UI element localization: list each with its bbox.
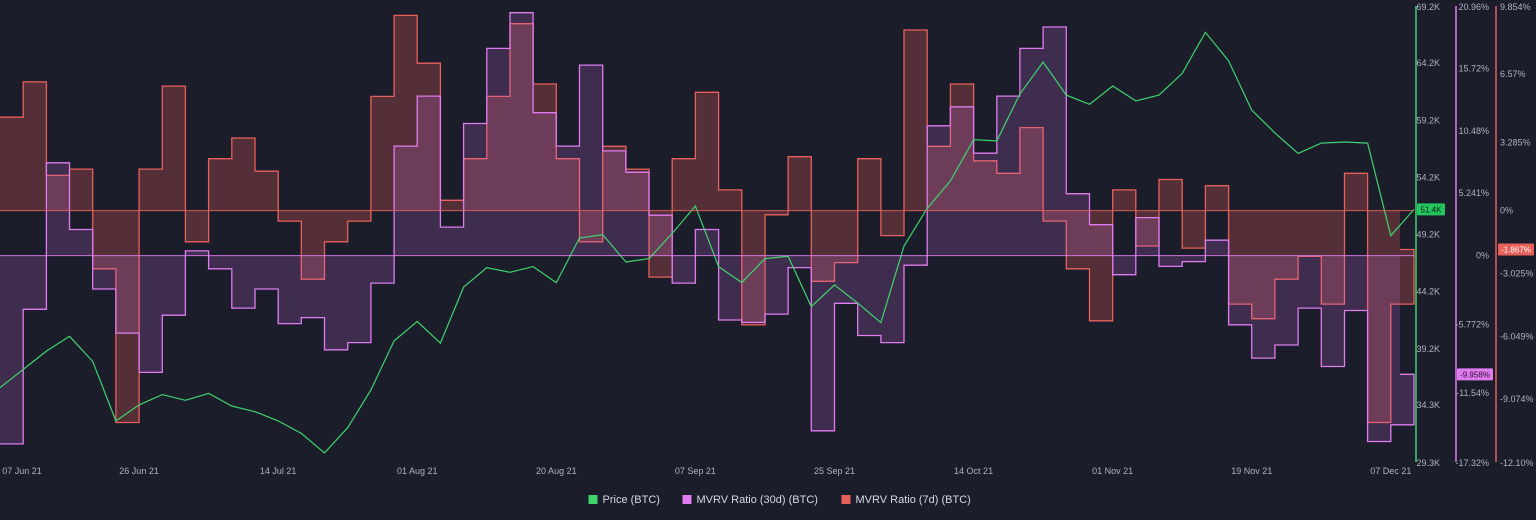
- legend: Price (BTC) MVRV Ratio (30d) (BTC) MVRV Ra…: [588, 494, 971, 506]
- mvrv30-current-label: -9.958%: [1460, 370, 1490, 379]
- mvrv30-tick-label: 5.241%: [1458, 188, 1489, 198]
- x-tick-label: 14 Oct 21: [954, 466, 993, 476]
- mvrv7-tick-label: -3.025%: [1500, 269, 1534, 279]
- mvrv30-tick-label: 10.48%: [1458, 126, 1489, 136]
- price-tick-label: 49.2K: [1416, 230, 1440, 240]
- mvrv-30d-series-group: [0, 12, 1415, 445]
- price-tick-label: 69.2K: [1416, 2, 1440, 12]
- price-tick-label: 59.2K: [1416, 115, 1440, 125]
- mvrv30-tick-label: 0%: [1476, 251, 1489, 261]
- x-tick-label: 07 Dec 21: [1370, 466, 1411, 476]
- mvrv-7d-line: [0, 14, 1415, 424]
- legend-label: MVRV Ratio (30d) (BTC): [697, 494, 818, 506]
- mvrv-30d-area: [0, 12, 1414, 444]
- legend-label: Price (BTC): [603, 494, 660, 506]
- price-line: [0, 31, 1415, 454]
- x-tick-label: 01 Aug 21: [397, 466, 438, 476]
- price-tick-label: 64.2K: [1416, 58, 1440, 68]
- mvrv30-tick-label: 15.72%: [1458, 63, 1489, 73]
- mvrv7-tick-label: 3.285%: [1500, 137, 1531, 147]
- price-series-group: [0, 31, 1415, 454]
- mvrv-30d-line: [0, 12, 1415, 445]
- price-tick-label: 39.2K: [1416, 344, 1440, 354]
- legend-swatch: [588, 495, 598, 504]
- x-tick-label: 19 Nov 21: [1231, 466, 1272, 476]
- legend-swatch: [841, 495, 851, 504]
- mvrv7-tick-label: 9.854%: [1500, 2, 1531, 12]
- mvrv7-tick-label: -6.049%: [1500, 331, 1534, 341]
- x-tick-label: 25 Sep 21: [814, 466, 855, 476]
- mvrv7-current-badge: [1498, 243, 1534, 256]
- x-tick-label: 20 Aug 21: [536, 466, 577, 476]
- x-tick-label: 07 Jun 21: [2, 466, 42, 476]
- mvrv7-tick-label: -9.074%: [1500, 394, 1534, 404]
- mvrv30-tick-label: -17.32%: [1455, 458, 1489, 468]
- x-tick-label: 01 Nov 21: [1092, 466, 1133, 476]
- price-tick-label: 29.3K: [1416, 458, 1440, 468]
- mvrv30-tick-label: 20.96%: [1458, 2, 1489, 12]
- price-current-badge: [1417, 203, 1445, 216]
- mvrv-7d-area: [0, 15, 1414, 423]
- price-tick-label: 44.2K: [1416, 287, 1440, 297]
- x-tick-label: 26 Jun 21: [119, 466, 159, 476]
- mvrv30-tick-label: -5.772%: [1455, 319, 1489, 329]
- mvrv7-tick-label: 0%: [1500, 206, 1513, 216]
- mvrv7-current-label: -1.867%: [1501, 245, 1531, 254]
- mvrv7-tick-label: 6.57%: [1500, 69, 1526, 79]
- mvrv7-tick-label: -12.10%: [1500, 458, 1534, 468]
- legend-label: MVRV Ratio (7d) (BTC): [856, 494, 971, 506]
- price-current-label: 51.4K: [1421, 205, 1443, 214]
- price-tick-label: 54.2K: [1416, 172, 1440, 182]
- price-tick-label: 34.3K: [1416, 400, 1440, 410]
- legend-swatch: [682, 495, 692, 504]
- mvrv30-tick-label: -11.54%: [1456, 388, 1489, 398]
- mvrv30-current-badge: [1457, 368, 1493, 381]
- axes-group: 07 Jun 21 26 Jun 21 14 Jul 21 01 Aug 21 20 A…: [0, 2, 1534, 476]
- x-tick-label: 07 Sep 21: [675, 466, 716, 476]
- x-tick-label: 14 Jul 21: [260, 466, 297, 476]
